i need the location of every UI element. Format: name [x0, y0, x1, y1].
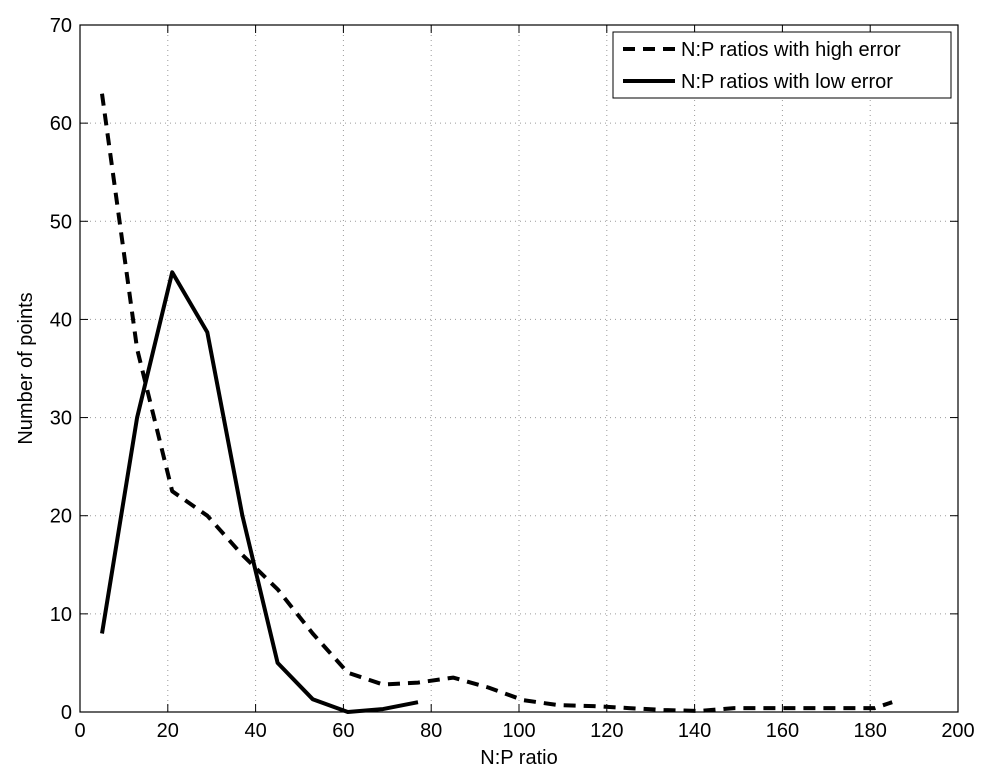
series-line-low-error: [100, 270, 419, 714]
x-tick-label: 140: [678, 720, 711, 742]
x-tick-label: 160: [766, 720, 799, 742]
series-lines: [100, 93, 893, 714]
y-tick-label: 30: [50, 408, 72, 430]
y-tick-label: 60: [50, 113, 72, 135]
tick-labels: 0 20 40 60 80 100 120 140 160 180 200 0 10 20 30 40 50 60…: [50, 15, 975, 742]
y-tick-label: 10: [50, 604, 72, 626]
x-tick-label: 60: [332, 720, 354, 742]
x-tick-label: 40: [244, 720, 266, 742]
x-tick-label: 80: [420, 720, 442, 742]
y-tick-label: 70: [50, 15, 72, 37]
series-line-high-error: [100, 93, 893, 713]
x-tick-label: 100: [502, 720, 535, 742]
x-axis-label: N:P ratio: [480, 747, 557, 769]
x-tick-label: 0: [74, 720, 85, 742]
y-axis-label: Number of points: [15, 292, 37, 444]
legend-box: [612, 31, 952, 99]
x-tick-label: 200: [941, 720, 974, 742]
legend-label-high-error: N:P ratios with high error: [681, 39, 901, 61]
axes: [79, 24, 959, 713]
y-tick-label: 50: [50, 211, 72, 233]
x-tick-label: 180: [854, 720, 887, 742]
y-tick-label: 20: [50, 506, 72, 528]
x-tick-label: 120: [590, 720, 623, 742]
legend-label-low-error: N:P ratios with low error: [681, 71, 893, 93]
y-tick-label: 0: [61, 702, 72, 724]
x-tick-label: 20: [157, 720, 179, 742]
y-tick-label: 40: [50, 309, 72, 331]
legend: N:P ratios with high error N:P ratios wi…: [612, 31, 952, 99]
